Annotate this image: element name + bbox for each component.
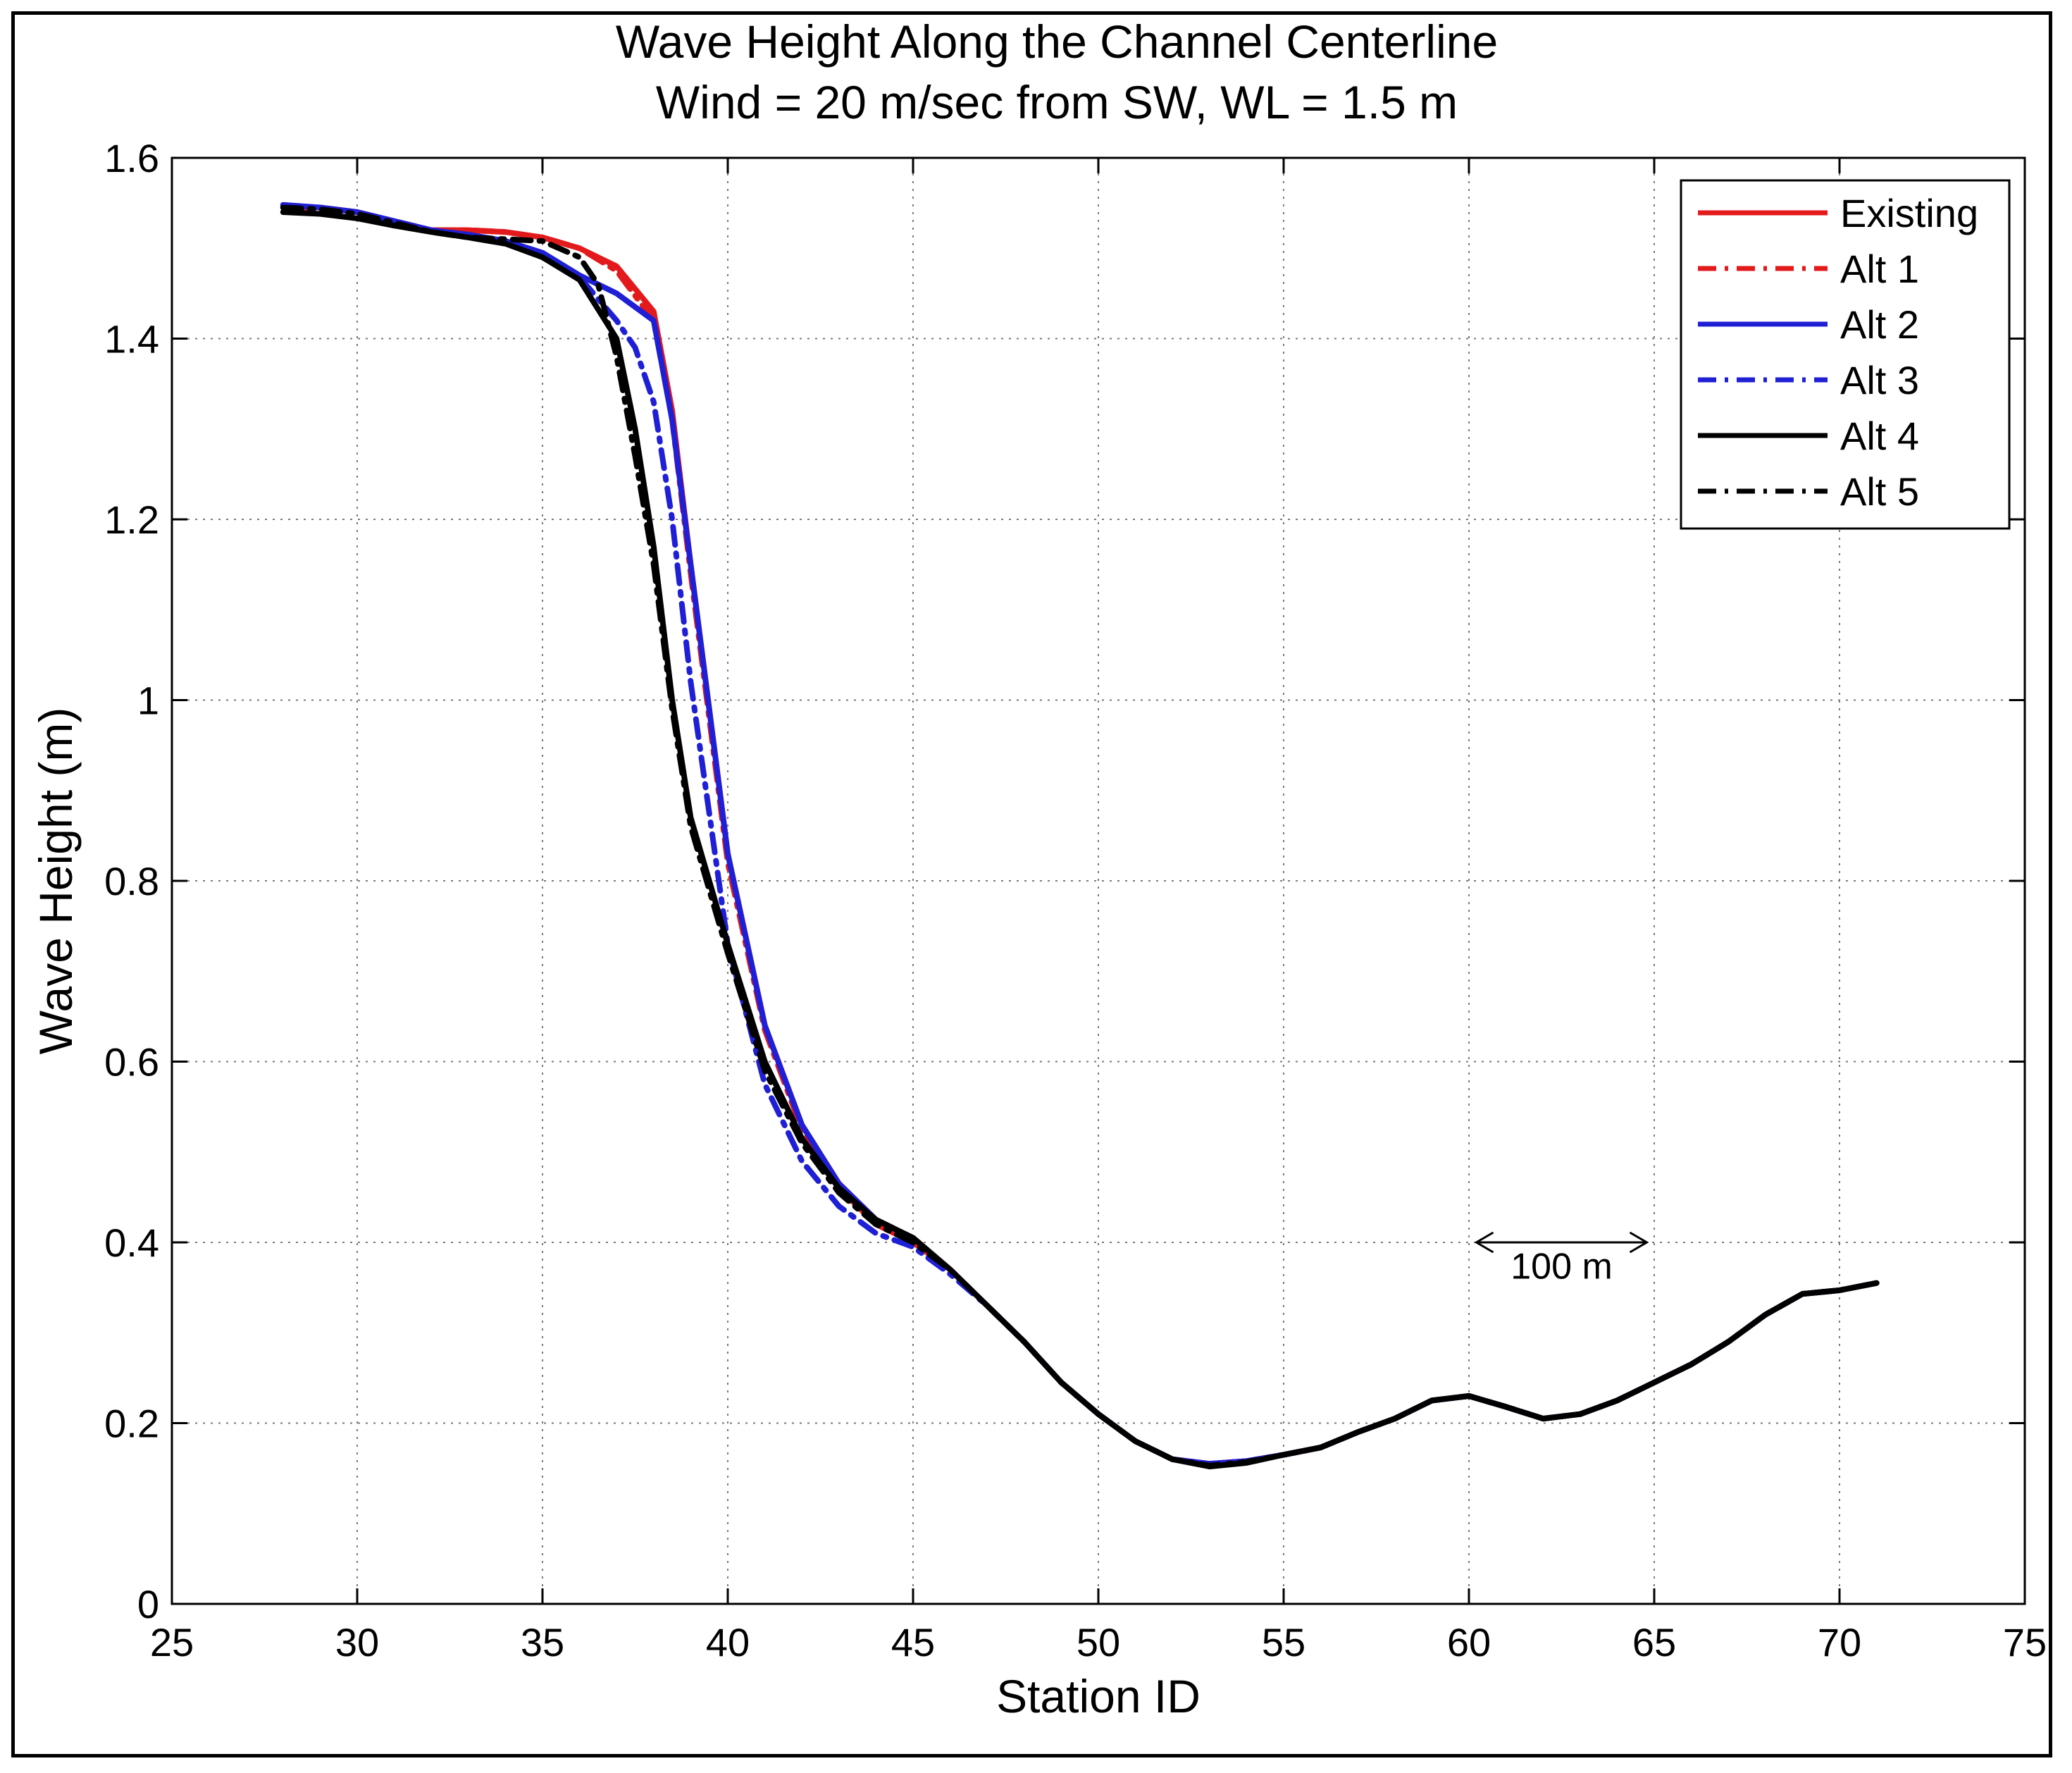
legend-label: Alt 1 (1840, 247, 1919, 291)
x-tick-label: 55 (1262, 1620, 1305, 1664)
arrow-head-right (1629, 1231, 1649, 1254)
x-tick-label: 40 (706, 1620, 750, 1664)
arrow-head-left (1474, 1231, 1494, 1254)
y-tick-label: 0.4 (104, 1221, 159, 1265)
series-line-alt-1 (280, 204, 1880, 1467)
scale-annotation: 100 m (1474, 1231, 1649, 1287)
series-line-alt-2 (280, 202, 1880, 1467)
legend-label: Alt 2 (1840, 302, 1919, 347)
y-tick-label: 0 (137, 1582, 159, 1626)
x-tick-label: 60 (1447, 1620, 1491, 1664)
series-line-alt-3 (280, 204, 1880, 1467)
y-tick-label: 0.2 (104, 1402, 159, 1446)
y-tick-label: 1.6 (104, 136, 159, 180)
y-tick-label: 1.2 (104, 498, 159, 542)
x-tick-label: 30 (335, 1620, 379, 1664)
series-line-alt-4 (280, 209, 1880, 1470)
legend-label: Alt 3 (1840, 358, 1919, 402)
series-line-alt-5 (280, 204, 1880, 1469)
legend-box (1680, 179, 2011, 530)
series-lines (280, 202, 1880, 1470)
x-axis-label: Station ID (996, 1670, 1201, 1722)
x-tick-label: 25 (150, 1620, 194, 1664)
chart-subtitle: Wind = 20 m/sec from SW, WL = 1.5 m (656, 76, 1458, 128)
y-tick-label: 1.4 (104, 317, 159, 362)
scale-label: 100 m (1510, 1246, 1613, 1287)
axis-ticks: 25 30 35 40 45 50 55 60 65 70 75 0 0.2 0.4 0.6 0.8 1 1.2 1… (104, 136, 2047, 1664)
legend-label: Existing (1840, 191, 1978, 235)
legend-label: Alt 4 (1840, 414, 1919, 458)
y-tick-label: 0.6 (104, 1040, 159, 1085)
x-tick-label: 45 (891, 1620, 935, 1664)
x-tick-label: 50 (1077, 1620, 1120, 1664)
x-tick-label: 75 (2003, 1620, 2047, 1664)
x-tick-label: 65 (1632, 1620, 1676, 1664)
x-tick-label: 70 (1818, 1620, 1861, 1664)
series-line-existing (280, 204, 1880, 1467)
legend-label: Alt 5 (1840, 469, 1919, 514)
legend: Existing Alt 1 Alt 2 Alt 3 Alt 4 Alt 5 (1680, 179, 2011, 530)
y-tick-label: 0.8 (104, 859, 159, 903)
x-tick-label: 35 (521, 1620, 564, 1664)
chart-title: Wave Height Along the Channel Centerline (616, 16, 1498, 68)
y-tick-label: 1 (137, 679, 159, 723)
y-axis-label: Wave Height (m) (30, 708, 82, 1055)
